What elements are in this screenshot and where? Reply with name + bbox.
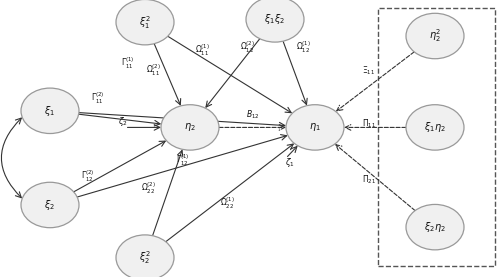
- Text: $\zeta_1$: $\zeta_1$: [285, 156, 295, 168]
- Bar: [378, 8, 495, 266]
- Text: $\xi_2\eta_2$: $\xi_2\eta_2$: [424, 220, 446, 234]
- Ellipse shape: [116, 0, 174, 45]
- Text: $\eta_2$: $\eta_2$: [184, 121, 196, 134]
- Text: $\eta_1$: $\eta_1$: [309, 121, 321, 134]
- Text: $\xi_2^2$: $\xi_2^2$: [139, 249, 151, 266]
- Text: $\Omega_{11}^{(2)}$: $\Omega_{11}^{(2)}$: [146, 63, 162, 78]
- Text: $\xi_2$: $\xi_2$: [44, 198, 56, 212]
- Ellipse shape: [246, 0, 304, 42]
- Text: $\Gamma_{11}^{(2)}$: $\Gamma_{11}^{(2)}$: [91, 91, 104, 106]
- Ellipse shape: [406, 13, 464, 59]
- Text: $\Omega_{22}^{(2)}$: $\Omega_{22}^{(2)}$: [142, 181, 156, 196]
- Text: $\Xi_{11}$: $\Xi_{11}$: [362, 64, 376, 77]
- Text: $\Omega_{11}^{(1)}$: $\Omega_{11}^{(1)}$: [195, 42, 210, 58]
- Text: $\xi_1\eta_2$: $\xi_1\eta_2$: [424, 120, 446, 134]
- Text: $\Pi_{11}$: $\Pi_{11}$: [362, 117, 376, 130]
- Text: $\Omega_{22}^{(1)}$: $\Omega_{22}^{(1)}$: [220, 196, 235, 211]
- Ellipse shape: [116, 235, 174, 277]
- Text: $\Gamma_{12}^{(2)}$: $\Gamma_{12}^{(2)}$: [81, 168, 94, 184]
- Ellipse shape: [161, 105, 219, 150]
- Ellipse shape: [21, 88, 79, 134]
- Ellipse shape: [406, 204, 464, 250]
- Text: $\xi_1^2$: $\xi_1^2$: [139, 14, 151, 30]
- Text: $\Gamma_{11}^{(1)}$: $\Gamma_{11}^{(1)}$: [121, 56, 134, 71]
- Text: $\zeta_2$: $\zeta_2$: [118, 116, 128, 128]
- Ellipse shape: [406, 105, 464, 150]
- Text: $\Gamma_{12}^{(1)}$: $\Gamma_{12}^{(1)}$: [176, 153, 189, 168]
- Text: $\Omega_{12}^{(1)}$: $\Omega_{12}^{(1)}$: [296, 39, 312, 55]
- Text: $\Omega_{12}^{(2)}$: $\Omega_{12}^{(2)}$: [240, 39, 255, 55]
- Ellipse shape: [286, 105, 344, 150]
- Ellipse shape: [21, 182, 79, 228]
- Text: $\xi_1$: $\xi_1$: [44, 104, 56, 118]
- Text: $\Pi_{21}$: $\Pi_{21}$: [362, 174, 376, 186]
- Text: $\xi_1\xi_2$: $\xi_1\xi_2$: [264, 12, 285, 26]
- Text: $B_{12}$: $B_{12}$: [246, 109, 260, 121]
- Text: $\eta_2^2$: $\eta_2^2$: [429, 28, 441, 44]
